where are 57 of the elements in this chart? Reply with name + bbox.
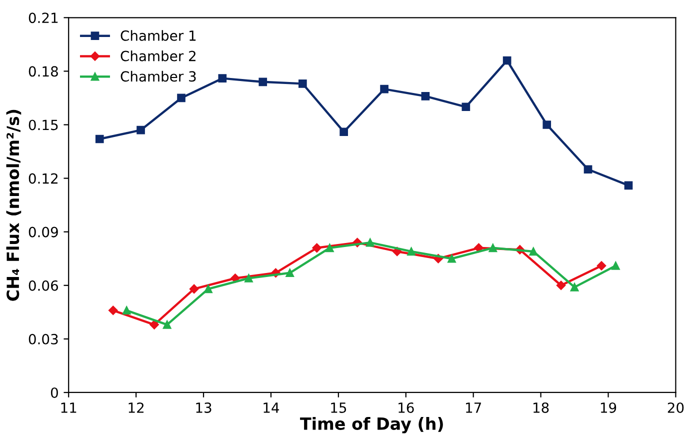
- y-tick-label: 0.15: [28, 120, 58, 130]
- point: [286, 268, 294, 278]
- y-tick-label: 0: [50, 387, 58, 398]
- x-tick-label: 13: [196, 402, 212, 413]
- point: [189, 284, 199, 294]
- point: [95, 134, 104, 144]
- point: [162, 320, 172, 329]
- point: [218, 74, 227, 82]
- point: [488, 244, 498, 252]
- x-tick-label: 18: [533, 402, 549, 413]
- point: [258, 78, 268, 86]
- point: [596, 261, 606, 270]
- point: [462, 102, 470, 112]
- x-tick-label: 14: [264, 402, 280, 413]
- x-tick-label: 11: [61, 402, 76, 413]
- y-tick-label: 0.09: [28, 226, 58, 238]
- point: [122, 306, 131, 315]
- y-tick-label: 0.03: [28, 334, 58, 344]
- y-tick-label: 0.18: [28, 66, 58, 77]
- point: [108, 306, 118, 316]
- point: [542, 120, 552, 129]
- x-tick-label: 15: [331, 402, 346, 413]
- point: [529, 247, 538, 256]
- y-tick-label: 0.06: [28, 280, 58, 291]
- point: [177, 94, 186, 102]
- point: [366, 238, 374, 247]
- point: [298, 80, 307, 88]
- point: [340, 128, 348, 136]
- point: [150, 320, 159, 330]
- point: [421, 92, 430, 100]
- point: [448, 254, 456, 263]
- point: [570, 283, 579, 292]
- point: [474, 243, 484, 253]
- point: [204, 284, 212, 294]
- point: [244, 274, 253, 282]
- point: [136, 126, 145, 134]
- legend-label: Chamber 2: [120, 50, 196, 62]
- y-axis-title: CH₄ Flux (nmol/m²/s): [6, 110, 22, 301]
- point: [407, 247, 416, 256]
- point: [325, 244, 334, 252]
- y-tick-label: 0.21: [28, 12, 58, 24]
- x-tick-label: 17: [466, 402, 481, 413]
- x-tick-label: 19: [600, 402, 616, 413]
- x-tick-label: 16: [398, 402, 414, 413]
- point: [624, 181, 633, 190]
- point: [380, 84, 388, 94]
- point: [312, 243, 322, 253]
- y-tick-label: 0.12: [28, 173, 58, 184]
- point: [612, 262, 620, 270]
- point: [502, 56, 512, 65]
- x-axis-title: Time of Day (h): [300, 417, 443, 434]
- legend-label: Chamber 3: [120, 70, 196, 82]
- point: [584, 165, 592, 174]
- x-tick-label: 12: [128, 402, 144, 413]
- legend-label: Chamber 1: [120, 30, 196, 41]
- x-tick-label: 20: [668, 402, 684, 413]
- point: [556, 280, 566, 290]
